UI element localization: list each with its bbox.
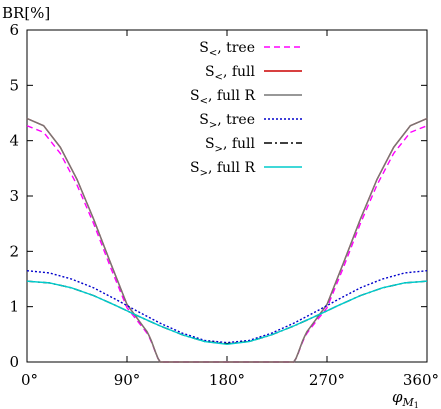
- x-axis-label: φM1: [392, 388, 419, 409]
- y-tick-label: 1: [9, 298, 19, 316]
- series-line: [26, 117, 428, 363]
- legend-label: S>, tree: [199, 112, 255, 131]
- x-tick-label: 180°: [209, 371, 245, 389]
- series-line: [26, 280, 428, 345]
- x-tick-label: 270°: [309, 371, 345, 389]
- series-line: [26, 270, 428, 344]
- y-tick-label: 5: [9, 76, 19, 94]
- x-axis-label-sub: M: [402, 396, 415, 409]
- tick-labels: 0° 90° 180° 270° 360° 0 1 2 3 4 5 6: [9, 21, 439, 389]
- series-layer: [26, 117, 428, 363]
- legend-label: S<, full R: [190, 88, 255, 107]
- y-tick-label: 4: [9, 132, 19, 150]
- x-tick-label: 360°: [403, 371, 439, 389]
- series-line: [26, 280, 428, 345]
- legend-label: S<, full: [205, 64, 256, 83]
- legend-label: S<, tree: [199, 40, 255, 59]
- legend-label: S>, full R: [190, 160, 255, 179]
- legend: S<, tree S<, full S<, full R S>, tree S>, fu…: [190, 40, 302, 179]
- x-tick-label: 90°: [114, 371, 141, 389]
- x-axis-label-subsub: 1: [414, 401, 419, 409]
- x-tick-label: 0°: [21, 371, 38, 389]
- series-line: [26, 117, 428, 363]
- x-axis-label-main: φ: [392, 388, 403, 406]
- y-tick-label: 2: [9, 242, 19, 260]
- y-tick-label: 3: [9, 187, 19, 205]
- y-tick-label: 0: [9, 353, 19, 371]
- y-tick-label: 6: [9, 21, 19, 39]
- legend-label: S>, full: [205, 136, 256, 155]
- y-axis-label: BR[%]: [2, 4, 50, 22]
